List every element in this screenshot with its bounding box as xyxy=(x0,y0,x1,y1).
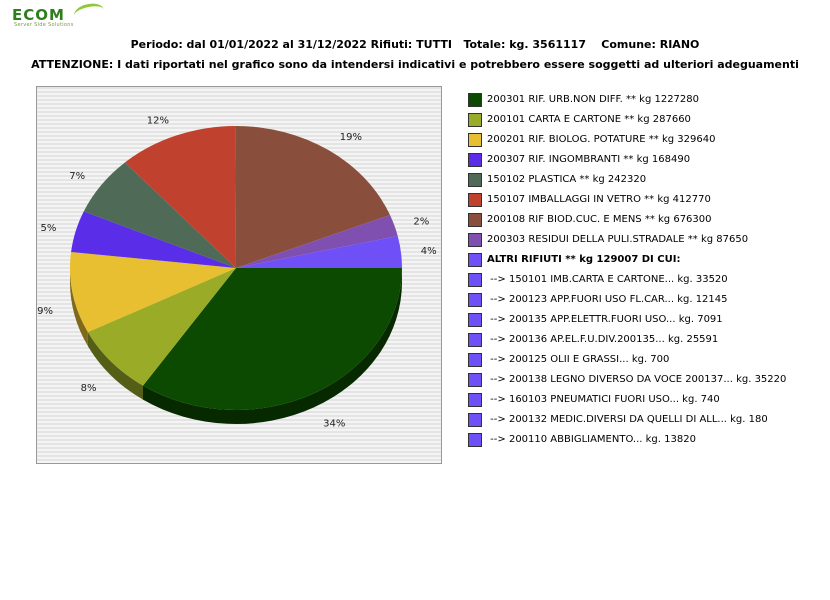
legend-sub-item: --> 200138 LEGNO DIVERSO DA VOCE 200137.… xyxy=(468,372,828,392)
legend-sub-item: --> 200110 ABBIGLIAMENTO... kg. 13820 xyxy=(468,432,828,452)
legend-label: 200108 RIF BIOD.CUC. E MENS ** kg 676300 xyxy=(487,214,712,225)
municipality-text: Comune: RIANO xyxy=(601,38,700,51)
legend-swatch xyxy=(468,253,482,267)
legend-sub-item: --> 200136 AP.EL.F.U.DIV.200135... kg. 2… xyxy=(468,332,828,352)
legend-sub-item: --> 200132 MEDIC.DIVERSI DA QUELLI DI AL… xyxy=(468,412,828,432)
legend-swatch xyxy=(468,313,482,327)
legend-label: 200301 RIF. URB.NON DIFF. ** kg 1227280 xyxy=(487,94,700,105)
pie-slice-6 xyxy=(235,126,391,268)
legend-sub-item: --> 160103 PNEUMATICI FUORI USO... kg. 7… xyxy=(468,392,828,412)
legend-item: 150107 IMBALLAGGI IN VETRO ** kg 412770 xyxy=(468,192,828,212)
legend-item: 200201 RIF. BIOLOG. POTATURE ** kg 32964… xyxy=(468,132,828,152)
pie-slice-4 xyxy=(83,162,236,268)
legend-swatch xyxy=(468,373,482,387)
total-text: Totale: kg. 3561117 xyxy=(463,38,586,51)
pie-percent-label: 2% xyxy=(413,216,429,227)
legend-label: --> 200138 LEGNO DIVERSO DA VOCE 200137.… xyxy=(487,374,787,385)
legend-swatch xyxy=(468,393,482,407)
period-text: Periodo: dal 01/01/2022 al 31/12/2022 Ri… xyxy=(130,38,452,51)
legend-swatch xyxy=(468,353,482,367)
ecom-logo: ECOM Server Side Solutions xyxy=(12,1,106,28)
legend-swatch xyxy=(468,113,482,127)
pie-slice-0 xyxy=(143,268,402,410)
legend-label: --> 150101 IMB.CARTA E CARTONE... kg. 33… xyxy=(487,274,728,285)
pie-slice-3 xyxy=(71,211,236,268)
legend-label: --> 200110 ABBIGLIAMENTO... kg. 13820 xyxy=(487,434,696,445)
pie-slice-side-2 xyxy=(70,268,88,347)
legend-swatch xyxy=(468,213,482,227)
legend-item: 200301 RIF. URB.NON DIFF. ** kg 1227280 xyxy=(468,92,828,112)
legend-swatch xyxy=(468,273,482,287)
pie-slice-7 xyxy=(236,215,398,268)
pie-slice-side-0 xyxy=(143,268,402,424)
legend-label: 200101 CARTA E CARTONE ** kg 287660 xyxy=(487,114,691,125)
legend-item: 200303 RESIDUI DELLA PULI.STRADALE ** kg… xyxy=(468,232,828,252)
legend-label: 200201 RIF. BIOLOG. POTATURE ** kg 32964… xyxy=(487,134,716,145)
legend-label: 200303 RESIDUI DELLA PULI.STRADALE ** kg… xyxy=(487,234,749,245)
pie-slice-5 xyxy=(124,126,236,268)
pie-percent-label: 8% xyxy=(81,383,97,394)
legend-label: 200307 RIF. INGOMBRANTI ** kg 168490 xyxy=(487,154,691,165)
legend-item: 150102 PLASTICA ** kg 242320 xyxy=(468,172,828,192)
logo-text: ECOM xyxy=(12,6,65,24)
legend-swatch xyxy=(468,173,482,187)
pie-percent-label: 34% xyxy=(323,418,345,429)
legend-sub-item: --> 200123 APP.FUORI USO FL.CAR... kg. 1… xyxy=(468,292,828,312)
legend-item: 200108 RIF BIOD.CUC. E MENS ** kg 676300 xyxy=(468,212,828,232)
legend-label: --> 200135 APP.ELETTR.FUORI USO... kg. 7… xyxy=(487,314,723,325)
legend-swatch xyxy=(468,293,482,307)
legend-swatch xyxy=(468,233,482,247)
legend-sub-item: --> 150101 IMB.CARTA E CARTONE... kg. 33… xyxy=(468,272,828,292)
legend-item: ALTRI RIFIUTI ** kg 129007 DI CUI: xyxy=(468,252,828,272)
legend-label: 150102 PLASTICA ** kg 242320 xyxy=(487,174,647,185)
legend-label: 150107 IMBALLAGGI IN VETRO ** kg 412770 xyxy=(487,194,711,205)
report-period-line: Periodo: dal 01/01/2022 al 31/12/2022 Ri… xyxy=(0,38,830,51)
pie-slice-8 xyxy=(236,235,403,268)
pie-percent-label: 7% xyxy=(69,171,85,182)
legend-label: ALTRI RIFIUTI ** kg 129007 DI CUI: xyxy=(487,254,681,265)
pie-percent-label: 19% xyxy=(340,132,362,143)
pie-percent-label: 9% xyxy=(37,306,53,317)
legend-swatch xyxy=(468,433,482,447)
disclaimer-line: ATTENZIONE: I dati riportati nel grafico… xyxy=(31,58,799,71)
chart-legend: 200301 RIF. URB.NON DIFF. ** kg 1227280 2… xyxy=(468,92,828,452)
legend-sub-item: --> 200125 OLII E GRASSI... kg. 700 xyxy=(468,352,828,372)
legend-item: 200307 RIF. INGOMBRANTI ** kg 168490 xyxy=(468,152,828,172)
pie-percent-label: 4% xyxy=(421,246,437,257)
legend-swatch xyxy=(468,193,482,207)
legend-label: --> 200136 AP.EL.F.U.DIV.200135... kg. 2… xyxy=(487,334,719,345)
pie-slice-1 xyxy=(87,268,236,386)
legend-label: --> 200132 MEDIC.DIVERSI DA QUELLI DI AL… xyxy=(487,414,768,425)
legend-swatch xyxy=(468,133,482,147)
pie-slice-side-1 xyxy=(87,332,144,400)
legend-label: --> 200123 APP.FUORI USO FL.CAR... kg. 1… xyxy=(487,294,728,305)
legend-swatch xyxy=(468,153,482,167)
pie-percent-label: 5% xyxy=(41,223,57,234)
legend-label: --> 160103 PNEUMATICI FUORI USO... kg. 7… xyxy=(487,394,720,405)
pie-slice-2 xyxy=(69,251,236,333)
legend-swatch xyxy=(468,333,482,347)
pie-percent-label: 12% xyxy=(147,116,169,127)
legend-sub-item: --> 200135 APP.ELETTR.FUORI USO... kg. 7… xyxy=(468,312,828,332)
legend-swatch xyxy=(468,413,482,427)
logo-subtitle: Server Side Solutions xyxy=(14,22,74,28)
legend-label: --> 200125 OLII E GRASSI... kg. 700 xyxy=(487,354,670,365)
legend-item: 200101 CARTA E CARTONE ** kg 287660 xyxy=(468,112,828,132)
legend-swatch xyxy=(468,93,482,107)
